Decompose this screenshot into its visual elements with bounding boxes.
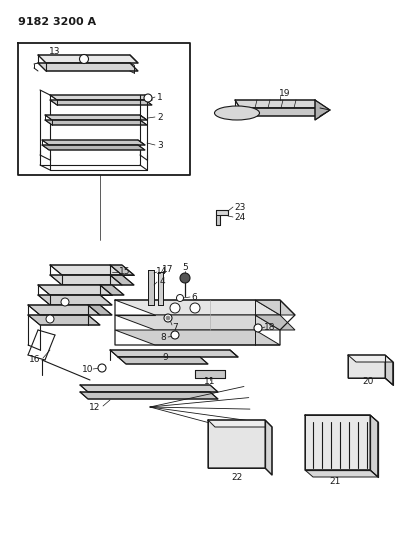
Text: 23: 23 [234,203,246,212]
Polygon shape [216,210,228,215]
Circle shape [144,94,152,102]
Circle shape [164,314,172,322]
Polygon shape [42,140,145,145]
Polygon shape [42,145,145,150]
Text: 15: 15 [119,268,131,277]
Text: 17: 17 [162,265,174,274]
Polygon shape [235,108,320,116]
Circle shape [176,295,183,302]
Polygon shape [45,115,147,120]
Polygon shape [348,355,393,362]
Circle shape [170,303,180,313]
Polygon shape [348,355,385,378]
Text: 24: 24 [234,213,246,222]
Polygon shape [45,120,147,125]
Polygon shape [305,415,378,422]
Circle shape [46,315,54,323]
Polygon shape [315,100,330,120]
Circle shape [166,316,170,320]
Polygon shape [115,315,280,330]
Polygon shape [50,275,122,285]
Polygon shape [370,415,378,477]
Circle shape [79,54,88,63]
Polygon shape [208,420,265,468]
Text: 13: 13 [49,47,61,56]
Polygon shape [28,315,100,325]
Polygon shape [265,420,272,475]
Text: 12: 12 [89,403,101,413]
Circle shape [61,298,69,306]
Text: 18: 18 [264,322,276,332]
Text: 9182 3200 A: 9182 3200 A [18,17,96,27]
Circle shape [254,324,262,332]
Polygon shape [255,300,295,315]
Polygon shape [50,100,152,105]
Polygon shape [385,355,393,385]
Circle shape [190,303,200,313]
Polygon shape [50,265,122,275]
Text: 6: 6 [191,293,197,302]
Polygon shape [38,285,112,295]
Polygon shape [50,95,152,100]
Polygon shape [110,275,134,285]
Polygon shape [208,420,272,427]
Polygon shape [110,350,238,357]
Text: 7: 7 [172,322,178,332]
Text: 8: 8 [160,334,166,343]
Polygon shape [158,272,163,305]
Polygon shape [235,100,320,108]
Text: 22: 22 [231,473,242,482]
Text: 19: 19 [279,88,291,98]
Text: 21: 21 [329,478,341,487]
Polygon shape [216,215,220,225]
Polygon shape [195,370,225,378]
Polygon shape [80,385,218,392]
Polygon shape [38,55,138,63]
Polygon shape [148,270,154,305]
Polygon shape [115,300,280,315]
Text: 14: 14 [156,268,168,277]
Polygon shape [305,415,370,470]
Circle shape [98,364,106,372]
Polygon shape [115,330,280,345]
Text: 1: 1 [157,93,163,101]
Text: 5: 5 [182,263,188,272]
Text: 10: 10 [82,366,94,375]
Text: 2: 2 [157,112,163,122]
Polygon shape [255,315,295,330]
Polygon shape [100,285,124,295]
Circle shape [171,331,179,339]
Text: 20: 20 [363,377,374,386]
Text: 9: 9 [162,352,168,361]
Text: 11: 11 [204,377,216,386]
Polygon shape [80,392,218,399]
Polygon shape [38,295,112,305]
Text: 3: 3 [157,141,163,149]
Polygon shape [88,305,112,315]
Polygon shape [110,265,134,275]
Ellipse shape [215,106,259,120]
Polygon shape [118,357,208,364]
Polygon shape [38,63,138,71]
Text: 4: 4 [159,278,165,287]
Text: 16: 16 [29,356,41,365]
Circle shape [180,273,190,283]
Polygon shape [28,305,100,315]
Polygon shape [305,470,378,477]
